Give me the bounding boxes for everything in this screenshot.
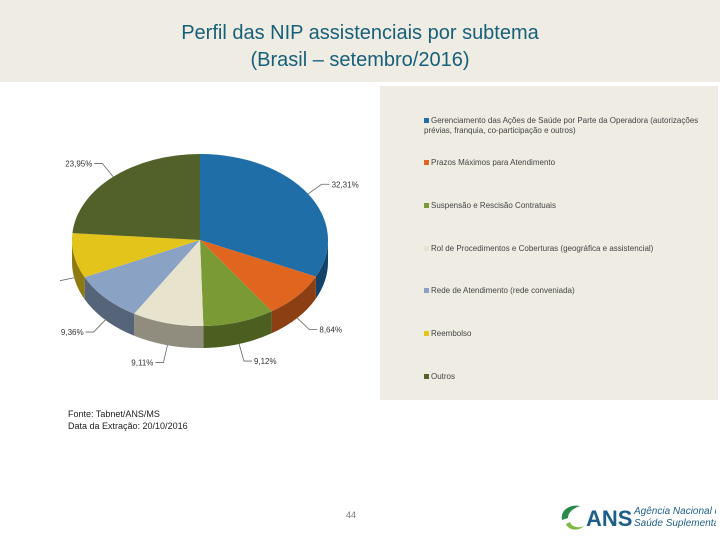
logo-line-2: Saúde Suplementar	[634, 518, 716, 529]
legend-swatch	[424, 160, 429, 165]
title-line-1: Perfil das NIP assistenciais por subtema	[181, 22, 539, 44]
pie-chart: 32,31%8,64%9,12%9,11%9,36%8,50%23,95%	[26, 154, 359, 368]
legend-label-cont: prévias, franquia, co-participação e out…	[424, 126, 576, 135]
leader-line	[307, 183, 330, 195]
legend-swatch	[424, 203, 429, 208]
legend-swatch	[424, 288, 429, 293]
legend-swatch	[424, 374, 429, 379]
pie-slice-side	[315, 240, 328, 299]
legend-label: Prazos Máximos para Atendimento	[431, 158, 556, 167]
legend-panel: Gerenciamento das Ações de Saúde por Par…	[380, 86, 718, 400]
data-label: 32,31%	[332, 180, 359, 189]
legend-label: Rede de Atendimento (rede conveniada)	[431, 286, 575, 295]
leader-line	[94, 163, 114, 178]
title-line-2: (Brasil – setembro/2016)	[250, 49, 470, 71]
page-title: Perfil das NIP assistenciais por subtema…	[0, 20, 720, 74]
pie-slice	[72, 154, 200, 240]
pie-slice	[84, 240, 200, 314]
leader-line	[296, 317, 318, 331]
data-label: 8,64%	[319, 326, 342, 335]
legend-swatch	[424, 246, 429, 251]
pie-slice	[72, 233, 200, 278]
legend-label: Reembolso	[431, 329, 472, 338]
title-band	[0, 0, 720, 82]
leader-line	[238, 343, 252, 362]
legend-label: Gerenciamento das Ações de Saúde por Par…	[431, 116, 699, 125]
logo-mark-icon	[561, 505, 580, 520]
legend-item: Reembolso	[424, 329, 704, 339]
leader-line	[85, 319, 106, 333]
pie-slice	[134, 240, 204, 326]
extraction-date: Data da Extração: 20/10/2016	[68, 421, 188, 431]
ans-logo: ANS Agência Nacional de Saúde Suplementa…	[556, 498, 720, 534]
legend-label: Outros	[431, 372, 456, 381]
pie-slice	[200, 154, 328, 277]
data-label: 23,95%	[65, 160, 92, 169]
pie-slice-side	[203, 311, 272, 348]
data-label: 9,11%	[131, 359, 153, 368]
legend-item: Outros	[424, 372, 704, 382]
pie-slice	[200, 240, 316, 312]
page-number: 44	[346, 510, 357, 520]
legend-label: Suspensão e Rescisão Contratuais	[431, 201, 556, 210]
pie-slice-side	[134, 313, 204, 348]
pie-slice-side	[72, 240, 85, 300]
legend-item: Rede de Atendimento (rede conveniada)	[424, 286, 704, 296]
legend-item: Prazos Máximos para Atendimento	[424, 158, 704, 168]
source-note: Fonte: Tabnet/ANS/MS Data da Extração: 2…	[68, 408, 188, 432]
legend-swatch	[424, 118, 429, 123]
legend-label: Rol de Procedimentos e Coberturas (geogr…	[431, 244, 654, 253]
legend-item: Suspensão e Rescisão Contratuais	[424, 201, 704, 211]
legend-item: Gerenciamento das Ações de Saúde por Par…	[424, 116, 704, 136]
logo-abbr: ANS	[586, 506, 632, 531]
data-label: 9,36%	[61, 328, 84, 337]
leader-line	[50, 277, 75, 282]
pie-slice	[200, 240, 272, 326]
legend-item: Rol de Procedimentos e Coberturas (geogr…	[424, 244, 704, 254]
chart-panel: 32,31%8,64%9,12%9,11%9,36%8,50%23,95%	[26, 86, 380, 400]
source-line: Fonte: Tabnet/ANS/MS	[68, 409, 160, 419]
leader-line	[155, 345, 168, 363]
pie-slice-side	[84, 277, 135, 336]
data-label: 9,12%	[254, 357, 277, 366]
legend-swatch	[424, 331, 429, 336]
pie-slice-side	[271, 276, 316, 334]
logo-line-1: Agência Nacional de	[633, 506, 716, 517]
